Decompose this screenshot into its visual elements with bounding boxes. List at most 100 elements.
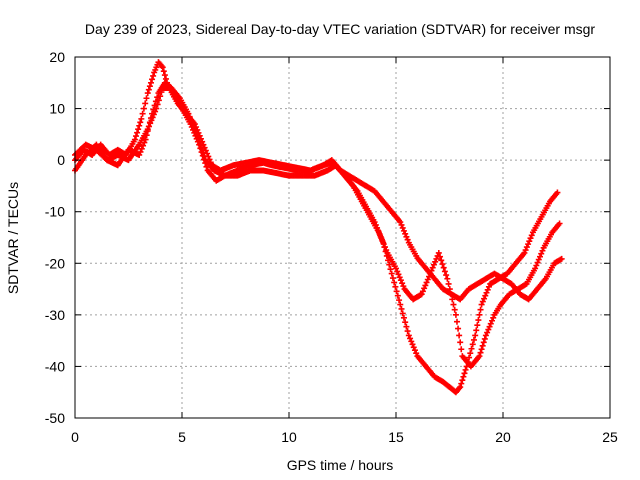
data-point [534,259,541,266]
data-point [467,350,474,357]
data-point [435,249,442,256]
data-point [410,344,417,351]
y-tick-label: -50 [45,410,65,426]
data-point [139,110,146,117]
data-point [479,298,486,305]
data-point [444,275,451,282]
data-point [411,347,418,354]
data-point [486,323,493,330]
data-point [441,268,448,275]
x-tick-label: 5 [178,429,186,445]
data-point [399,224,406,231]
data-point [453,318,460,325]
data-point [459,377,466,384]
data-point [394,292,401,299]
data-point [136,122,143,129]
data-point [478,346,485,353]
data-point [398,305,405,312]
data-point [422,282,429,289]
data-point [483,289,490,296]
data-point [470,336,477,343]
data-point [397,277,404,284]
data-point [539,247,546,254]
data-point [137,119,144,126]
data-point [476,311,483,318]
data-point [535,256,542,263]
data-point [458,346,465,353]
data-point [150,72,157,79]
data-point [445,280,452,287]
data-point [488,317,495,324]
data-point [421,285,428,292]
data-point [397,301,404,308]
y-axis-label: SDTVAR / TECUs [5,182,21,294]
data-point [405,332,412,339]
data-point [149,76,156,83]
data-point [391,279,398,286]
y-tick-label: 10 [49,101,65,117]
data-point [396,274,403,281]
data-point [475,317,482,324]
data-point [161,72,168,79]
data-point [402,319,409,326]
data-point [482,332,489,339]
data-point [403,323,410,330]
chart-title: Day 239 of 2023, Sidereal Day-to-day VTE… [85,21,595,37]
data-point [155,97,162,104]
data-point [146,83,153,90]
data-point [484,286,491,293]
x-tick-label: 10 [281,429,297,445]
data-point [484,329,491,336]
data-point [140,105,147,112]
data-point [430,261,437,268]
data-point [154,101,161,108]
data-point [554,189,561,196]
data-point [400,227,407,234]
data-point [399,310,406,317]
data-point [468,345,475,352]
data-point [558,255,565,262]
data-point [477,349,484,356]
data-point [479,342,486,349]
data-point [523,244,530,251]
data-point [528,232,535,239]
x-tick-label: 15 [388,429,404,445]
data-point [404,328,411,335]
data-point [140,142,147,149]
data-point [151,102,158,109]
data-point [536,253,543,260]
data-point [451,306,458,313]
data-point [145,86,152,93]
data-point [556,220,563,227]
data-point [458,380,465,387]
data-point [452,311,459,318]
data-point [154,94,161,101]
grid [75,57,610,418]
x-axis-label: GPS time / hours [287,457,394,473]
data-point [438,257,445,264]
data-points [72,59,565,396]
data-point [145,123,152,130]
data-point [482,292,489,299]
data-point [527,235,534,242]
data-point [134,129,141,136]
data-point [538,250,545,257]
data-point [142,100,149,107]
plot-frame [74,56,611,419]
data-point [487,320,494,327]
data-point [393,288,400,295]
data-point [387,266,394,273]
y-tick-label: -20 [45,255,65,271]
data-point [478,301,485,308]
data-point [432,258,439,265]
data-point [480,339,487,346]
data-point [392,283,399,290]
data-point [450,301,457,308]
data-point [526,238,533,245]
data-point [152,98,159,105]
data-point [469,341,476,348]
data-point [409,341,416,348]
data-point [466,354,473,361]
x-tick-label: 0 [71,429,79,445]
